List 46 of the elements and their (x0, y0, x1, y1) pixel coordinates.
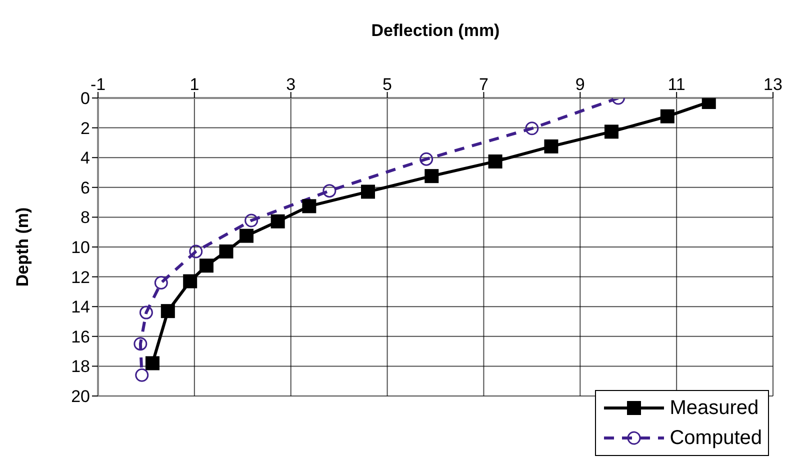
point (302, 199, 316, 214)
y-tick-label: 2 (80, 118, 90, 138)
point (135, 368, 149, 382)
x-tick-label: 13 (764, 75, 782, 94)
y-tick-label: 0 (80, 89, 90, 108)
point (189, 244, 203, 258)
point (154, 276, 168, 290)
point (199, 258, 214, 273)
point (361, 184, 375, 199)
point (183, 274, 198, 288)
point (244, 214, 258, 228)
y-tick-label: 14 (71, 298, 90, 317)
x-tick-label: 5 (382, 75, 392, 94)
y-tick-label: 6 (80, 178, 90, 198)
y-tick-label: 16 (71, 327, 90, 346)
point (525, 122, 539, 136)
point (145, 356, 160, 370)
x-tick-label: 9 (575, 75, 585, 94)
point (219, 244, 234, 258)
legend-label: Measured (670, 396, 759, 420)
x-tick-label: 3 (286, 75, 296, 94)
point (270, 214, 285, 228)
point (544, 139, 558, 154)
y-tick-label: 10 (71, 238, 90, 258)
point (240, 228, 254, 243)
legend-label: Computed (670, 426, 762, 450)
point (322, 184, 336, 198)
point (139, 306, 153, 320)
point (604, 124, 618, 139)
x-tick-label: 11 (668, 75, 686, 94)
x-tick-label: 1 (190, 75, 200, 94)
x-tick-label: -1 (90, 75, 106, 94)
y-tick-label: 8 (80, 208, 90, 228)
x-tick-label: 7 (478, 75, 488, 94)
point (660, 109, 674, 124)
point (160, 304, 175, 318)
y-tick-label: 20 (71, 387, 90, 406)
point (420, 152, 434, 166)
point (488, 154, 502, 168)
y-tick-label: 12 (71, 268, 90, 287)
y-tick-label: 18 (71, 357, 90, 376)
point (424, 169, 439, 184)
x-axis-title: Deflection (mm) (371, 21, 500, 40)
y-tick-label: 4 (80, 148, 90, 168)
point (134, 337, 148, 351)
y-axis-title: Depth (m) (13, 207, 32, 287)
